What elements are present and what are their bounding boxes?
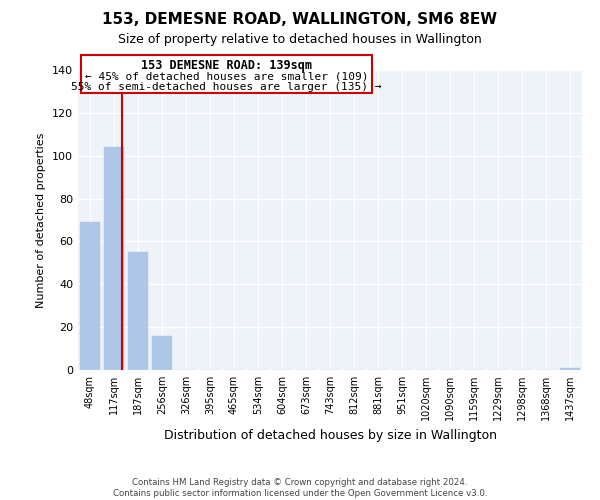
Bar (152, 336, 172, 370)
Bar (80, 222, 100, 370)
Y-axis label: Number of detached properties: Number of detached properties (37, 132, 46, 308)
Bar (128, 252, 148, 370)
Bar (560, 368, 580, 370)
X-axis label: Distribution of detached houses by size in Wallington: Distribution of detached houses by size … (163, 428, 497, 442)
Text: Size of property relative to detached houses in Wallington: Size of property relative to detached ho… (118, 32, 482, 46)
Text: Contains HM Land Registry data © Crown copyright and database right 2024.
Contai: Contains HM Land Registry data © Crown c… (113, 478, 487, 498)
Text: 55% of semi-detached houses are larger (135) →: 55% of semi-detached houses are larger (… (71, 82, 382, 92)
Text: 153, DEMESNE ROAD, WALLINGTON, SM6 8EW: 153, DEMESNE ROAD, WALLINGTON, SM6 8EW (103, 12, 497, 28)
Text: ← 45% of detached houses are smaller (109): ← 45% of detached houses are smaller (10… (85, 71, 368, 81)
Bar (104, 147, 124, 370)
Text: 153 DEMESNE ROAD: 139sqm: 153 DEMESNE ROAD: 139sqm (141, 59, 312, 72)
